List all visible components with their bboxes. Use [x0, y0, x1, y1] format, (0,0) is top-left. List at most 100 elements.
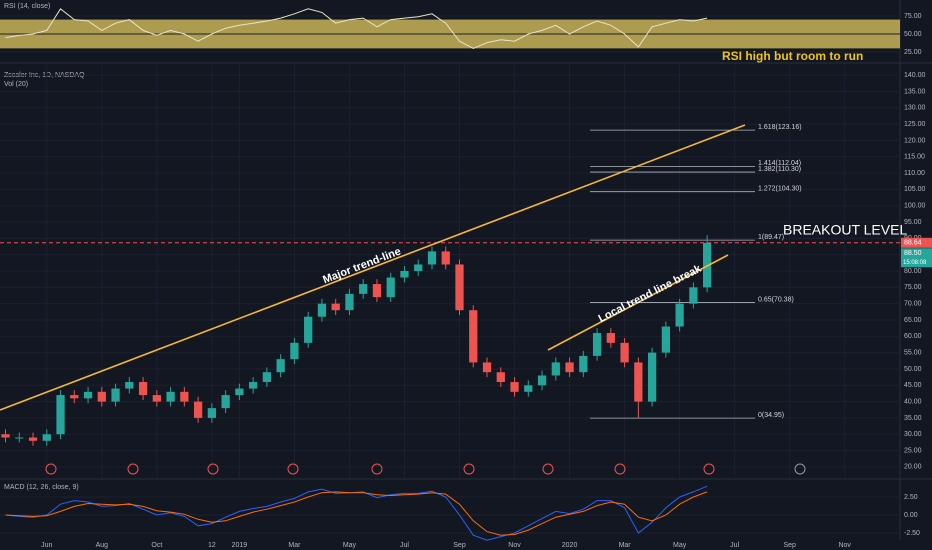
rsi-title: RSI (14, close) [4, 3, 50, 10]
candle-body [345, 293, 354, 311]
candle-body [400, 271, 409, 278]
x-tick-label: May [673, 542, 687, 549]
candle-body [42, 434, 51, 441]
candle-body [647, 352, 657, 402]
candle-body [193, 401, 203, 418]
candle-body [317, 303, 327, 317]
candle-body [441, 251, 450, 265]
price-tick-label: 105.00 [904, 186, 926, 193]
x-tick-label: Oct [151, 542, 162, 549]
earnings-icon [794, 463, 806, 475]
price-tick-label: 125.00 [904, 121, 926, 128]
earnings-icon [45, 463, 57, 475]
x-tick-label: May [343, 542, 357, 549]
earnings-icon [463, 463, 475, 475]
candle-body [180, 391, 189, 402]
price-label: 88.64 [904, 240, 922, 247]
price-tick-label: 120.00 [904, 137, 926, 144]
breakout-annotation: BREAKOUT LEVEL [783, 222, 907, 238]
candle-body [276, 359, 285, 373]
candle-body [304, 316, 313, 343]
price-tick-label: 70.00 [904, 301, 922, 308]
candle-body [111, 388, 120, 402]
candle-body [97, 391, 106, 402]
candle-body [524, 385, 533, 392]
candle-body [125, 382, 134, 389]
price-tick-label: 60.00 [904, 333, 922, 340]
x-tick-label: Mar [288, 542, 301, 549]
candle-body [152, 395, 161, 402]
trend-lines [0, 124, 746, 411]
price-tick-label: 40.00 [904, 398, 922, 405]
price-tick-label: 135.00 [904, 88, 926, 95]
volume-label: Vol (20) [4, 81, 28, 88]
price-tick-label: 30.00 [904, 431, 922, 438]
earnings-icon [127, 463, 139, 475]
x-tick-label: Jul [730, 542, 739, 549]
candle-body [138, 382, 148, 396]
candle-body [15, 437, 24, 439]
price-tick-label: 95.00 [904, 219, 922, 226]
price-tick-label: 55.00 [904, 349, 922, 356]
candle-body [235, 388, 244, 396]
rsi-tick-label: 25.00 [904, 49, 922, 56]
fib-label: 0(34.95) [758, 412, 784, 419]
local-trend-line [547, 254, 729, 351]
price-label-box [901, 237, 932, 248]
candle-body [70, 395, 79, 399]
x-tick-label: 2020 [562, 542, 578, 549]
price-tick-label: 20.00 [904, 464, 922, 471]
candle-body [620, 342, 629, 363]
candle-body [469, 310, 478, 363]
candle-body [414, 264, 423, 272]
fib-label: 0.65(70.38) [758, 296, 794, 303]
candle-body [675, 303, 684, 327]
earnings-icon [703, 463, 715, 475]
fib-label: 1.382(110.30) [758, 166, 801, 173]
candle-body [482, 362, 492, 373]
x-tick-label: Nov [508, 542, 521, 549]
price-label: 88.50 [904, 250, 922, 257]
candle-body [592, 333, 602, 356]
candle-body [83, 391, 93, 399]
rsi-annotation: RSI high but room to run [722, 49, 863, 63]
candle-body [565, 362, 574, 373]
fib-label: 1(89.47) [758, 234, 784, 241]
x-tick-label: Mar [619, 542, 632, 549]
price-tick-label: 140.00 [904, 72, 926, 79]
candle-body [56, 395, 65, 435]
candle-body [331, 303, 340, 311]
candle-body [606, 333, 615, 343]
major-trend-line [0, 124, 746, 411]
earnings-icon [371, 463, 383, 475]
candle-body [249, 382, 258, 389]
candle-body [455, 264, 464, 311]
x-tick-label: 2019 [232, 542, 248, 549]
countdown: 15:08:08 [903, 260, 927, 266]
macd-line [5, 491, 708, 536]
earnings-icon [207, 463, 219, 475]
candle-body [372, 284, 382, 298]
x-tick-label: Aug [96, 542, 109, 549]
candle-body [689, 287, 698, 304]
x-tick-label: Jun [41, 542, 52, 549]
macd-tick-label: 2.50 [904, 494, 918, 501]
price-tick-label: 110.00 [904, 170, 925, 177]
candle-body [496, 372, 505, 383]
candle-body [427, 251, 437, 265]
x-tick-label: Jul [400, 542, 409, 549]
price-tick-label: 45.00 [904, 382, 922, 389]
price-tick-label: 25.00 [904, 447, 922, 454]
price-tick-label: 65.00 [904, 317, 922, 324]
candle-body [207, 408, 216, 418]
candle-body [1, 434, 10, 438]
macd-tick-label: -2.50 [904, 530, 920, 537]
macd-tick-label: 0.00 [904, 512, 918, 519]
candle-body [703, 242, 712, 288]
macd-title: MACD (12, 26, close, 9) [4, 484, 79, 491]
price-tick-label: 50.00 [904, 366, 922, 373]
rsi-tick-label: 50.00 [904, 31, 922, 38]
candle-body [386, 277, 395, 298]
earnings-icons [45, 463, 806, 475]
